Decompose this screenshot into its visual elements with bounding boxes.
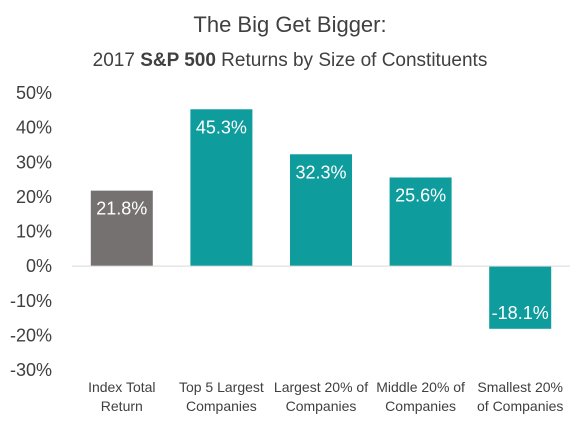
data-label: 45.3% bbox=[196, 117, 247, 137]
y-tick-label: 30% bbox=[16, 152, 52, 172]
x-category-label: Companies bbox=[385, 398, 456, 414]
x-category-label: Companies bbox=[186, 398, 257, 414]
bar bbox=[389, 177, 452, 267]
data-label: 21.8% bbox=[96, 199, 147, 219]
y-tick-label: 40% bbox=[16, 118, 52, 138]
subtitle-prefix: 2017 bbox=[93, 50, 141, 71]
y-tick-label: 50% bbox=[16, 83, 52, 103]
x-category-label: Top 5 Largest bbox=[179, 379, 264, 395]
y-tick-label: 0% bbox=[26, 256, 52, 276]
x-category-label: of Companies bbox=[477, 398, 563, 414]
bar bbox=[90, 190, 153, 267]
y-tick-label: 10% bbox=[16, 222, 52, 242]
y-tick-label: -30% bbox=[10, 360, 52, 380]
subtitle-bold: S&P 500 bbox=[140, 50, 216, 71]
x-category-label: Index Total bbox=[88, 379, 155, 395]
x-category-label: Middle 20% of bbox=[376, 379, 465, 395]
x-category-label: Return bbox=[101, 398, 143, 414]
bars: 21.8% 45.3% 32.3% 25.6% -18.1% bbox=[90, 109, 552, 329]
data-label: 25.6% bbox=[395, 185, 446, 205]
x-category-label: Largest 20% of bbox=[274, 379, 368, 395]
data-label: -18.1% bbox=[492, 303, 549, 323]
chart-title: The Big Get Bigger: bbox=[193, 12, 386, 37]
chart-subtitle: 2017 S&P 500 Returns by Size of Constitu… bbox=[93, 50, 488, 71]
bar bbox=[489, 266, 552, 329]
data-label: 32.3% bbox=[295, 162, 346, 182]
y-tick-label: 20% bbox=[16, 187, 52, 207]
x-axis: Index Total Return Top 5 Largest Companies L… bbox=[88, 379, 563, 414]
y-tick-label: -20% bbox=[10, 325, 52, 345]
bar bbox=[190, 109, 253, 267]
y-tick-label: -10% bbox=[10, 291, 52, 311]
bar bbox=[290, 154, 352, 267]
x-category-label: Smallest 20% bbox=[477, 379, 563, 395]
y-axis: 50% 40% 30% 20% 10% 0% -10% -20% -30% bbox=[10, 83, 52, 380]
subtitle-suffix: Returns by Size of Constituents bbox=[216, 50, 487, 71]
x-category-label: Companies bbox=[286, 398, 357, 414]
